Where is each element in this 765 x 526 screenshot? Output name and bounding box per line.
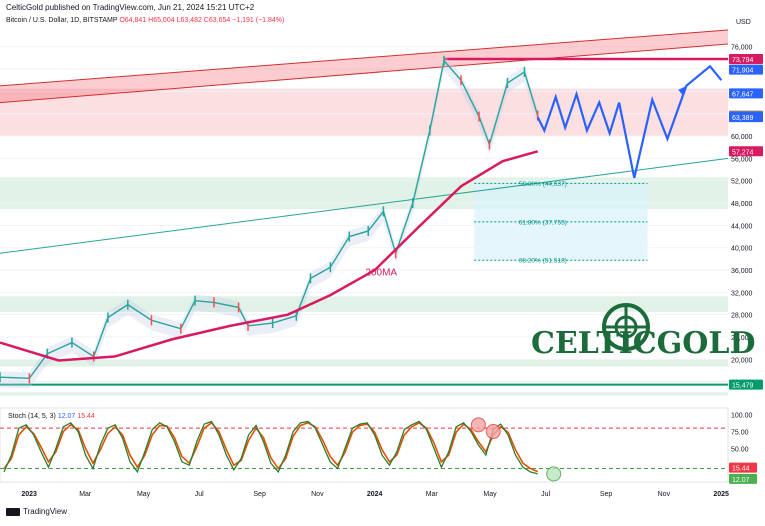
x-tick-label: Nov — [658, 491, 671, 498]
x-tick-label: Mar — [426, 491, 439, 498]
x-tick-label: Sep — [253, 491, 266, 498]
y-tick-label: 48,000 — [731, 201, 753, 208]
y-tick-label: 24,000 — [731, 335, 753, 342]
x-tick-label: 2024 — [367, 491, 383, 498]
projection-arrowhead — [678, 85, 687, 96]
price-axis-tag — [729, 112, 763, 123]
x-tick-label: May — [137, 491, 151, 498]
y-tick-label: 32,000 — [731, 290, 753, 297]
stoch-y-tick-label: 100.00 — [731, 413, 753, 420]
y-tick-label: 20,000 — [731, 357, 753, 364]
tradingview-logo-icon — [6, 507, 20, 516]
ma200-line — [0, 150, 539, 362]
ma200-label: 200MA — [365, 268, 397, 279]
x-tick-label: 2025 — [713, 491, 729, 498]
stoch-axis-tag-label: 15.44 — [732, 466, 750, 473]
stoch-pane — [0, 407, 729, 483]
x-tick-label: Jul — [195, 491, 204, 498]
trend-support-line — [0, 157, 729, 254]
y-tick-label: 76,000 — [731, 45, 753, 52]
channel-upper-line — [0, 29, 729, 87]
stoch-k-value: 12.07 — [57, 413, 76, 420]
zone-band — [0, 296, 728, 312]
celticgold-knot-icon — [602, 303, 650, 351]
channel-lower-line — [0, 43, 729, 104]
fib-label: 50.00% (44,637) — [519, 181, 567, 188]
symbol-legend: Bitcoin / U.S. Dollar, 1D, BITSTAMP O64,… — [6, 17, 284, 24]
stoch-axis-tag — [729, 462, 757, 473]
price-axis-tag-label: 67,647 — [732, 91, 754, 98]
zone-band — [0, 359, 728, 367]
resistance-channel — [0, 30, 728, 103]
stoch-marker-circle — [470, 417, 486, 433]
projection-path — [536, 64, 723, 179]
stoch-y-tick-label: 75.00 — [731, 430, 749, 437]
y-tick-label: 52,000 — [731, 179, 753, 186]
y-tick-label: 40,000 — [731, 246, 753, 253]
ohlc-values: O64,841 H65,004 L63,482 C63,654 −1,191 (… — [119, 17, 285, 24]
zone-band — [0, 392, 728, 396]
price-axis-tag-label: 73,794 — [732, 57, 754, 64]
fib-label: 61.80% (37,755) — [519, 219, 567, 226]
stoch-y-tick-label: 50.00 — [731, 446, 749, 453]
stoch-k-line — [3, 420, 538, 475]
y-tick-label: 60,000 — [731, 134, 753, 141]
x-tick-label: Mar — [79, 491, 92, 498]
price-axis-tag — [729, 88, 763, 99]
price-axis-tag-label: 15,479 — [732, 383, 754, 390]
published-header: CelticGold published on TradingView.com,… — [6, 3, 255, 12]
logo-text: CELTICGOLD — [531, 326, 756, 361]
x-tick-label: May — [483, 491, 497, 498]
symbol-name: Bitcoin / U.S. Dollar, 1D, BITSTAMP — [6, 17, 118, 24]
y-tick-label: 36,000 — [731, 268, 753, 275]
x-tick-label: 2023 — [21, 491, 37, 498]
stoch-axis-tag — [729, 473, 757, 484]
currency-label: USD — [736, 19, 751, 26]
footer-brand[interactable]: TradingView — [6, 507, 67, 516]
stoch-title: Stoch (14, 5, 3) — [8, 413, 56, 420]
price-axis-tag — [729, 379, 763, 390]
fib-label: 38.20% (51,518) — [519, 258, 567, 265]
stoch-d-line — [3, 421, 539, 473]
volatility-cloud — [0, 54, 538, 389]
stoch-axis-tag-label: 12.07 — [732, 477, 750, 484]
y-tick-label: 56,000 — [731, 156, 753, 163]
price-line — [0, 59, 539, 380]
price-axis-tag-label: 63,389 — [732, 115, 754, 122]
price-axis-tag-label: 57,274 — [732, 149, 754, 156]
stoch-marker-circle — [485, 424, 501, 440]
price-axis-tag-label: 71,904 — [732, 68, 754, 75]
x-tick-label: Jul — [541, 491, 550, 498]
price-axis-tag — [729, 146, 763, 157]
price-axis-tag — [729, 54, 763, 65]
x-tick-label: Sep — [600, 491, 613, 498]
stoch-marker-circle — [546, 466, 562, 482]
y-tick-label: 44,000 — [731, 223, 753, 230]
price-axis-tag — [729, 64, 763, 75]
stoch-legend: Stoch (14, 5, 3) 12.07 15.44 — [8, 413, 95, 420]
stoch-d-value: 15.44 — [77, 413, 95, 420]
x-tick-label: Nov — [311, 491, 324, 498]
y-tick-label: 28,000 — [731, 313, 753, 320]
footer-brand-text: TradingView — [23, 507, 68, 516]
zone-band — [0, 88, 728, 137]
